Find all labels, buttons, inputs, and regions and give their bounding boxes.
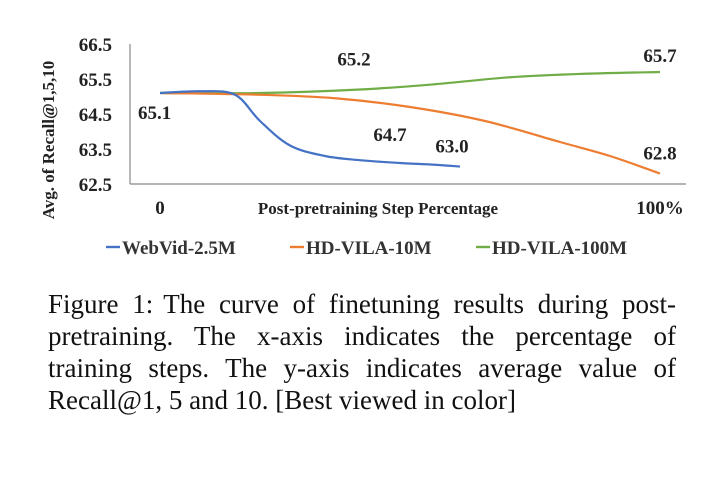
data-label: 65.1 — [138, 103, 171, 124]
x-axis-title: Post-pretraining Step Percentage — [258, 199, 499, 218]
y-axis-title: Avg. of Recall@1,5,10 — [39, 61, 58, 220]
legend-label: HD-VILA-100M — [492, 238, 627, 259]
y-tick-label: 65.5 — [79, 70, 112, 91]
x-tick-labels: 0 100% — [155, 198, 684, 219]
legend-label: WebVid-2.5M — [122, 238, 236, 259]
data-label: 65.7 — [643, 46, 677, 67]
x-tick-label: 100% — [636, 198, 684, 219]
figure-caption: Figure 1: The curve of finetuning results… — [48, 288, 676, 416]
data-label: 63.0 — [435, 137, 468, 158]
caption-text: The curve of finetuning results during p… — [48, 289, 676, 415]
series-lines — [159, 70, 661, 175]
data-label: 62.8 — [643, 144, 676, 165]
data-labels: 65.1 65.2 64.7 63.0 65.7 62.8 — [138, 46, 677, 165]
y-tick-label: 63.5 — [79, 140, 112, 161]
y-tick-label: 62.5 — [79, 175, 112, 196]
legend-label: HD-VILA-10M — [306, 238, 432, 259]
x-tick-label: 0 — [155, 198, 165, 219]
data-label: 65.2 — [337, 50, 370, 71]
caption-label: Figure 1: — [48, 289, 154, 319]
series-line-webvid-2-5m — [159, 90, 461, 168]
line-chart: Avg. of Recall@1,5,10 62.5 63.5 64.5 65.5 66… — [39, 35, 686, 259]
y-tick-label: 64.5 — [79, 105, 112, 126]
y-tick-label: 66.5 — [79, 35, 112, 56]
legend: WebVid-2.5M HD-VILA-10M HD-VILA-100M — [106, 238, 627, 259]
series-line-hd-vila-100m — [159, 70, 661, 95]
series-line-hd-vila-10m — [159, 91, 661, 175]
y-tick-labels: 62.5 63.5 64.5 65.5 66.5 — [79, 35, 112, 196]
data-label: 64.7 — [373, 125, 407, 146]
